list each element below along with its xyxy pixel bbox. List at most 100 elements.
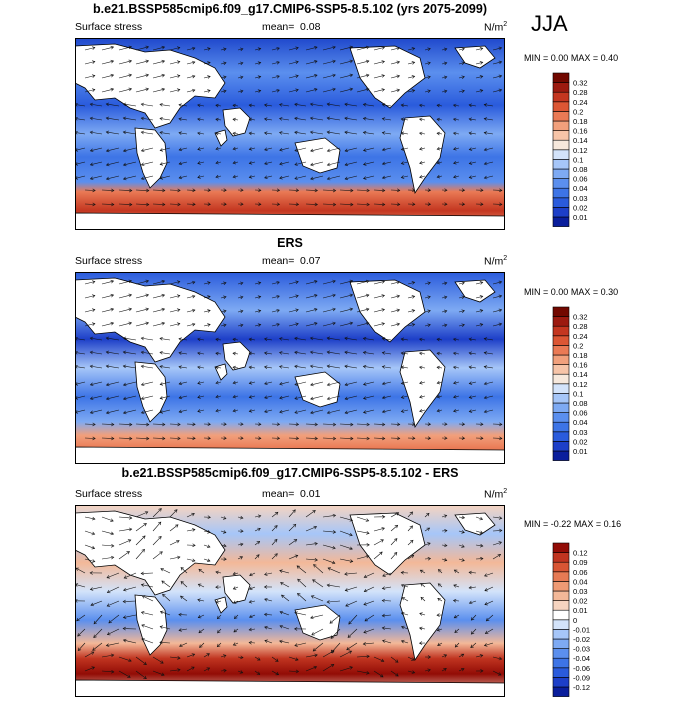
colorbar-swatch xyxy=(553,83,569,93)
panel2-colorbar: 0.010.020.030.040.060.080.10.120.140.160… xyxy=(550,306,610,464)
colorbar-swatch xyxy=(553,658,569,668)
panel3-mean-value: 0.01 xyxy=(300,488,320,500)
colorbar-tick-label: 0.24 xyxy=(573,98,588,107)
colorbar-swatch xyxy=(553,92,569,102)
colorbar-tick-label: 0.32 xyxy=(573,79,588,88)
colorbar-tick-label: 0.12 xyxy=(573,380,588,389)
colorbar-swatch xyxy=(553,403,569,413)
colorbar-swatch xyxy=(553,326,569,336)
panel2-units: N/m2 xyxy=(484,255,507,268)
colorbar-swatch xyxy=(553,179,569,189)
colorbar-tick-label: -0.03 xyxy=(573,645,590,654)
colorbar-tick-label: 0.28 xyxy=(573,322,588,331)
panel2-minmax: MIN = 0.00 MAX = 0.30 xyxy=(524,287,618,297)
colorbar-tick-label: 0.14 xyxy=(573,370,588,379)
colorbar-tick-label: 0.03 xyxy=(573,587,588,596)
panel2-mean-label: mean= xyxy=(262,255,294,267)
panel3-max-value: 0.16 xyxy=(604,519,622,529)
colorbar-tick-label: 0.16 xyxy=(573,361,588,370)
colorbar-swatch xyxy=(553,393,569,403)
colorbar-swatch xyxy=(553,432,569,442)
colorbar-tick-label: 0.09 xyxy=(573,558,588,567)
panel1-minmax: MIN = 0.00 MAX = 0.40 xyxy=(524,53,618,63)
colorbar-swatch xyxy=(553,581,569,591)
panel1-max-value: 0.40 xyxy=(601,53,619,63)
panel1-units: N/m2 xyxy=(484,21,507,34)
panel3-min-label: MIN = xyxy=(524,519,548,529)
colorbar-swatch xyxy=(553,413,569,423)
colorbar-tick-label: 0.08 xyxy=(573,399,588,408)
panel1-map xyxy=(75,38,505,230)
colorbar-tick-label: 0.03 xyxy=(573,428,588,437)
panel2-variable: Surface stress xyxy=(75,255,142,267)
panel3-minmax: MIN = -0.22 MAX = 0.16 xyxy=(524,519,621,529)
colorbar-tick-label: 0.04 xyxy=(573,418,588,427)
colorbar-swatch xyxy=(553,345,569,355)
colorbar-tick-label: 0.28 xyxy=(573,88,588,97)
colorbar-tick-label: 0.2 xyxy=(573,341,583,350)
colorbar-tick-label: -0.02 xyxy=(573,635,590,644)
panel3-min-value: -0.22 xyxy=(551,519,572,529)
colorbar-swatch xyxy=(553,198,569,208)
panel3-colorbar: -0.12-0.09-0.06-0.04-0.03-0.02-0.0100.01… xyxy=(550,542,610,700)
colorbar-swatch xyxy=(553,543,569,553)
colorbar-tick-label: 0.1 xyxy=(573,155,583,164)
colorbar-swatch xyxy=(553,687,569,697)
colorbar-swatch xyxy=(553,668,569,678)
colorbar-tick-label: 0.02 xyxy=(573,597,588,606)
panel2-map xyxy=(75,272,505,464)
colorbar-swatch xyxy=(553,562,569,572)
colorbar-swatch xyxy=(553,422,569,432)
colorbar-swatch xyxy=(553,336,569,346)
colorbar-swatch xyxy=(553,610,569,620)
colorbar-swatch xyxy=(553,355,569,365)
panel2-max-label: MAX = xyxy=(571,287,598,297)
colorbar-tick-label: 0.12 xyxy=(573,146,588,155)
colorbar-swatch xyxy=(553,384,569,394)
colorbar-tick-label: 0.16 xyxy=(573,127,588,136)
colorbar-tick-label: 0.06 xyxy=(573,175,588,184)
colorbar-tick-label: 0.32 xyxy=(573,313,588,322)
colorbar-swatch xyxy=(553,677,569,687)
colorbar-tick-label: 0.2 xyxy=(573,107,583,116)
colorbar-swatch xyxy=(553,307,569,317)
panel1-colorbar: 0.010.020.030.040.060.080.10.120.140.160… xyxy=(550,72,610,230)
colorbar-swatch xyxy=(553,601,569,611)
panel2-max-value: 0.30 xyxy=(601,287,619,297)
colorbar-swatch xyxy=(553,111,569,121)
land-mass xyxy=(75,447,505,464)
colorbar-swatch xyxy=(553,374,569,384)
colorbar-tick-label: 0.02 xyxy=(573,437,588,446)
panel1-variable: Surface stress xyxy=(75,21,142,33)
panel1-min-value: 0.00 xyxy=(551,53,569,63)
colorbar-swatch xyxy=(553,629,569,639)
colorbar-tick-label: 0.04 xyxy=(573,184,588,193)
colorbar-tick-label: 0.14 xyxy=(573,136,588,145)
colorbar-tick-label: 0.03 xyxy=(573,194,588,203)
colorbar-tick-label: 0.06 xyxy=(573,568,588,577)
colorbar-tick-label: 0.06 xyxy=(573,409,588,418)
colorbar-swatch xyxy=(553,572,569,582)
colorbar-swatch xyxy=(553,441,569,451)
panel2-min-label: MIN = xyxy=(524,287,548,297)
colorbar-tick-label: 0.01 xyxy=(573,213,588,222)
colorbar-tick-label: -0.04 xyxy=(573,654,590,663)
colorbar-tick-label: 0.08 xyxy=(573,165,588,174)
panel1-mean-label: mean= xyxy=(262,21,294,33)
colorbar-swatch xyxy=(553,150,569,160)
colorbar-tick-label: 0.01 xyxy=(573,447,588,456)
panel2-map-svg xyxy=(75,272,505,464)
colorbar-swatch xyxy=(553,169,569,179)
panel2-min-value: 0.00 xyxy=(551,287,569,297)
panel2-mean-value: 0.07 xyxy=(300,255,320,267)
colorbar-swatch xyxy=(553,217,569,227)
colorbar-swatch xyxy=(553,131,569,141)
panel3-map-svg xyxy=(75,505,505,697)
panel2-title: ERS xyxy=(0,236,580,250)
panel1-map-svg xyxy=(75,38,505,230)
colorbar-tick-label: -0.12 xyxy=(573,683,590,692)
panel3-map xyxy=(75,505,505,697)
colorbar-tick-label: 0.01 xyxy=(573,606,588,615)
colorbar-swatch xyxy=(553,620,569,630)
colorbar-swatch xyxy=(553,365,569,375)
